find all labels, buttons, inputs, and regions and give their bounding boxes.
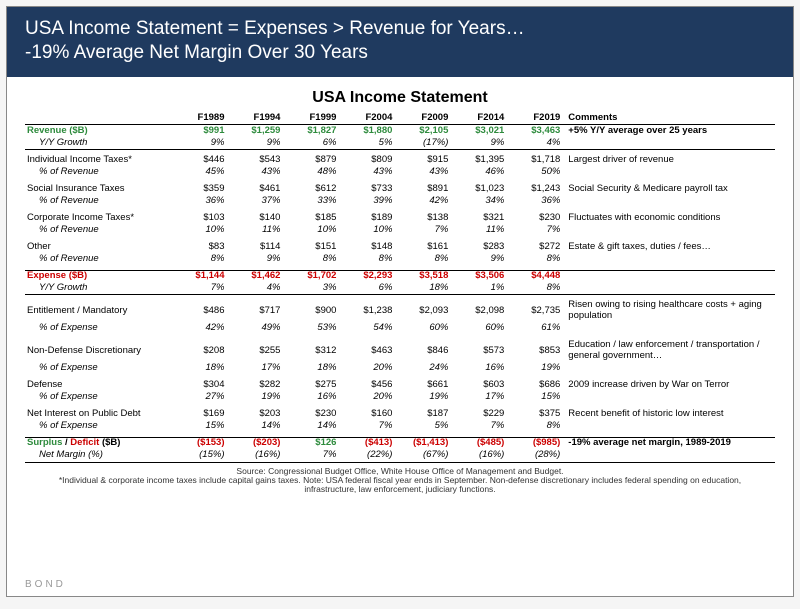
table-row: Y/Y Growth7%4%3%6%18%1%8% <box>25 283 775 295</box>
table-row: Net Interest on Public Debt$169$203$230$… <box>25 408 775 420</box>
table-row: % of Revenue10%11%10%10%7%11%7% <box>25 224 775 236</box>
table-row: Surplus / Deficit ($B)($153)($203)$126($… <box>25 437 775 449</box>
table-row: Other$83$114$151$148$161$283$272Estate &… <box>25 241 775 253</box>
table-row: % of Revenue45%43%48%43%43%46%50% <box>25 167 775 179</box>
col-year: F1994 <box>226 113 282 125</box>
table-row: % of Revenue36%37%33%39%42%34%36% <box>25 196 775 208</box>
table-row: Defense$304$282$275$456$661$603$6862009 … <box>25 380 775 392</box>
table-row: Corporate Income Taxes*$103$140$185$189$… <box>25 212 775 224</box>
table-row: Y/Y Growth9%9%6%5%(17%)9%4% <box>25 137 775 149</box>
income-statement-table: F1989 F1994 F1999 F2004 F2009 F2014 F201… <box>25 113 775 463</box>
col-year: F1989 <box>171 113 227 125</box>
table-row: Social Insurance Taxes$359$461$612$733$8… <box>25 184 775 196</box>
table-row: Entitlement / Mandatory$486$717$900$1,23… <box>25 300 775 323</box>
brand-logo: BOND <box>25 579 66 590</box>
table-row: Expense ($B)$1,144$1,462$1,702$2,293$3,5… <box>25 270 775 282</box>
header-line2: -19% Average Net Margin Over 30 Years <box>25 41 775 65</box>
slide-body: USA Income Statement F1989 F1994 F1999 F… <box>7 77 793 597</box>
col-year: F2019 <box>506 113 562 125</box>
col-year: F2009 <box>394 113 450 125</box>
note-line: *Individual & corporate income taxes inc… <box>35 476 765 495</box>
table-row: % of Expense42%49%53%54%60%60%61% <box>25 323 775 335</box>
table-row: Net Margin (%)(15%)(16%)7%(22%)(67%)(16%… <box>25 450 775 462</box>
col-year: F2014 <box>450 113 506 125</box>
table-row: Individual Income Taxes*$446$543$879$809… <box>25 155 775 167</box>
footnote: Source: Congressional Budget Office, Whi… <box>25 463 775 497</box>
slide-header: USA Income Statement = Expenses > Revenu… <box>7 7 793 77</box>
col-year: F2004 <box>338 113 394 125</box>
table-row: Revenue ($B)$991$1,259$1,827$1,880$2,105… <box>25 125 775 137</box>
header-row: F1989 F1994 F1999 F2004 F2009 F2014 F201… <box>25 113 775 125</box>
header-line1: USA Income Statement = Expenses > Revenu… <box>25 17 775 41</box>
table-row: Non-Defense Discretionary$208$255$312$46… <box>25 340 775 363</box>
table-row: % of Expense27%19%16%20%19%17%15% <box>25 391 775 403</box>
table-row: % of Revenue8%9%8%8%8%9%8% <box>25 253 775 265</box>
col-year: F1999 <box>282 113 338 125</box>
col-comments: Comments <box>562 113 775 125</box>
table-title: USA Income Statement <box>25 89 775 107</box>
table-row: % of Expense15%14%14%7%5%7%8% <box>25 420 775 432</box>
table-row: % of Expense18%17%18%20%24%16%19% <box>25 363 775 375</box>
slide-container: USA Income Statement = Expenses > Revenu… <box>6 6 794 597</box>
